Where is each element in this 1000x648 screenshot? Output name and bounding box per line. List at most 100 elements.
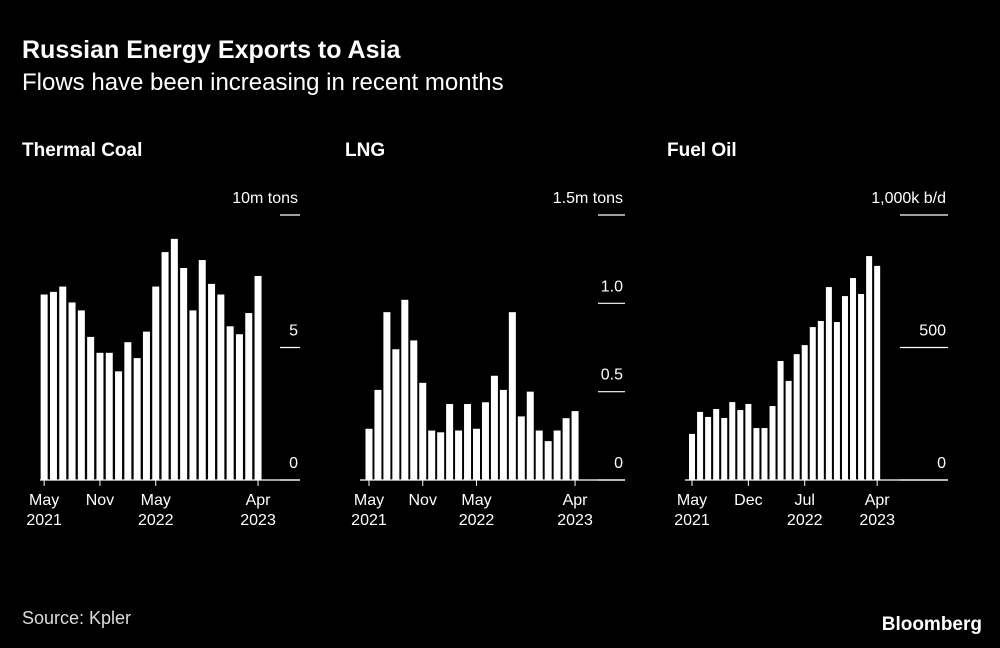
y-tick-label: 1.5m tons [553,190,623,207]
bar [198,260,206,480]
bar [825,287,832,480]
bar [217,294,225,480]
bar [866,256,873,480]
bar [170,238,178,480]
bar [105,352,113,480]
bar [535,430,543,480]
bar [133,358,141,480]
x-tick-label: Nov [86,492,114,509]
bar [410,340,418,480]
bar [858,293,865,480]
bar [745,403,752,480]
bar [761,428,768,480]
x-tick-label: Nov [409,492,437,509]
bar [753,428,760,480]
x-tick-label: Apr 2023 [557,492,593,529]
x-tick-label: Jul 2022 [787,492,823,529]
subtitle: Flows have been increasing in recent mon… [22,69,504,96]
bar [254,275,262,480]
x-tick-label: May 2021 [351,492,387,529]
bar [841,296,848,480]
y-tick-label: 1,000k b/d [871,190,946,207]
bar [508,312,516,480]
bar [697,411,704,480]
bar [553,430,561,480]
bar [40,294,48,480]
y-tick-label: 0.5 [601,367,623,384]
bar [809,327,816,480]
bar [481,402,489,480]
bar [446,404,454,480]
bar [793,354,800,480]
bar [833,322,840,480]
bar [473,428,480,480]
bar [499,389,507,480]
bar [189,310,197,480]
bar [737,410,744,480]
bar [729,402,736,480]
x-tick-label: May 2022 [138,492,174,529]
bar [180,268,188,480]
y-tick-label: 0 [614,455,623,472]
bar [464,404,472,480]
y-tick-label: 0 [937,455,946,472]
bar [705,416,712,480]
bar [571,411,579,480]
bar [562,418,570,480]
bar [401,299,409,480]
chart-title: Thermal Coal [22,140,142,161]
bar [392,349,400,480]
y-tick-label: 1.0 [601,278,623,295]
bar [96,352,104,480]
chart-title: LNG [345,140,385,161]
y-tick-label: 5 [289,323,298,340]
source: Source: Kpler [22,608,131,628]
y-tick-label: 0 [289,455,298,472]
bar [419,382,427,480]
bar [526,391,534,480]
title: Russian Energy Exports to Asia [22,36,401,64]
bar [777,361,784,480]
x-tick-label: May 2021 [674,492,710,529]
chart-title: Fuel Oil [667,140,737,161]
bar [142,331,150,480]
y-tick-label: 500 [919,323,946,340]
x-tick-label: Apr 2023 [240,492,276,529]
bar [785,380,792,480]
x-tick-label: Apr 2023 [859,492,895,529]
bar [801,345,808,480]
bar [517,416,525,480]
bar [115,371,123,480]
bar [490,375,498,480]
bar [77,310,85,480]
bar [49,291,57,480]
bar [68,302,76,480]
bar [874,265,881,480]
bar [235,334,243,480]
bar [769,406,776,480]
bar [383,312,391,480]
bar [365,428,373,480]
bar [374,389,382,480]
bar [544,441,552,480]
bar [850,278,857,480]
bar [428,430,436,480]
bar [817,321,824,480]
bar [226,326,234,480]
bar [437,432,445,480]
bar [713,408,720,480]
bar [59,286,67,480]
bar [87,336,95,480]
x-tick-label: May 2021 [26,492,62,529]
bar [161,252,169,480]
bar [455,430,463,480]
brand: Bloomberg [882,614,982,635]
x-tick-label: Dec [734,492,762,509]
bar [152,286,160,480]
bar [208,283,216,480]
y-tick-label: 10m tons [232,190,298,207]
bar [245,313,253,480]
bar [721,417,728,480]
x-tick-label: May 2022 [459,492,495,529]
